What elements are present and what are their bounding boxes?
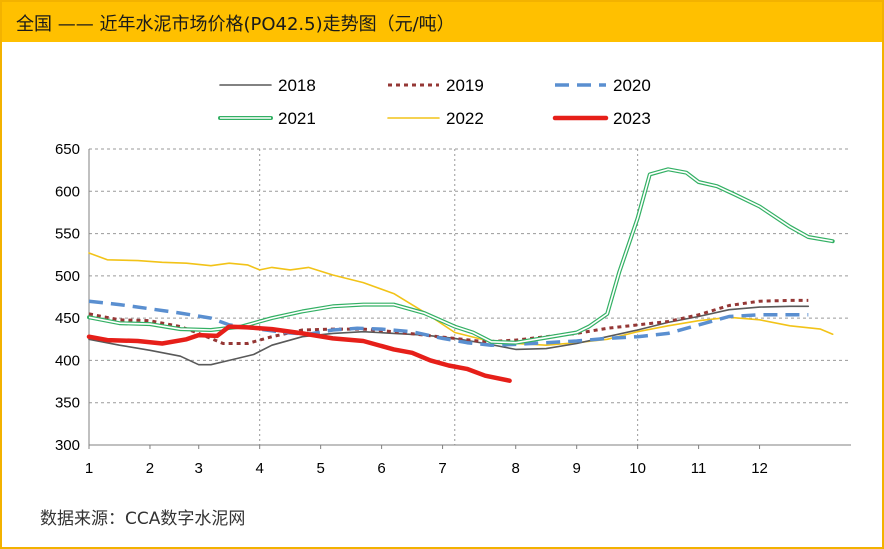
legend-label-2022: 2022	[446, 109, 484, 128]
legend-label-2021: 2021	[278, 109, 316, 128]
data-source: 数据来源：CCA数字水泥网	[40, 509, 246, 529]
y-tick-label: 350	[55, 395, 80, 412]
legend-label-2023: 2023	[613, 109, 651, 128]
x-tick-label: 3	[195, 460, 203, 477]
x-tick-label: 11	[691, 460, 707, 477]
series-line-2023	[86, 324, 512, 383]
y-tick-label: 450	[55, 310, 80, 327]
legend-label-2020: 2020	[613, 76, 651, 95]
x-tick-label: 8	[512, 460, 520, 477]
x-tick-label: 7	[438, 460, 446, 477]
x-tick-label: 6	[377, 460, 385, 477]
legend-label-2018: 2018	[278, 76, 316, 95]
y-tick-label: 650	[55, 141, 80, 158]
x-tick-label: 5	[316, 460, 324, 477]
y-tick-label: 500	[55, 268, 80, 285]
chart-title: 全国 —— 近年水泥市场价格(PO42.5)走势图（元/吨）	[16, 14, 455, 35]
x-tick-label: 9	[573, 460, 581, 477]
x-tick-label: 2	[146, 460, 154, 477]
title-bar: 全国 —— 近年水泥市场价格(PO42.5)走势图（元/吨）	[2, 2, 882, 42]
series-line-2020	[88, 299, 809, 347]
legend-label-2019: 2019	[446, 76, 484, 95]
series-line-2022	[88, 252, 834, 346]
x-tick-label: 12	[751, 460, 768, 477]
y-tick-label: 550	[55, 226, 80, 243]
y-tick-label: 600	[55, 183, 80, 200]
x-tick-label: 10	[629, 460, 646, 477]
y-tick-label: 400	[55, 352, 80, 369]
y-tick-label: 300	[55, 437, 80, 454]
x-tick-label: 4	[256, 460, 264, 477]
x-tick-label: 1	[85, 460, 93, 477]
